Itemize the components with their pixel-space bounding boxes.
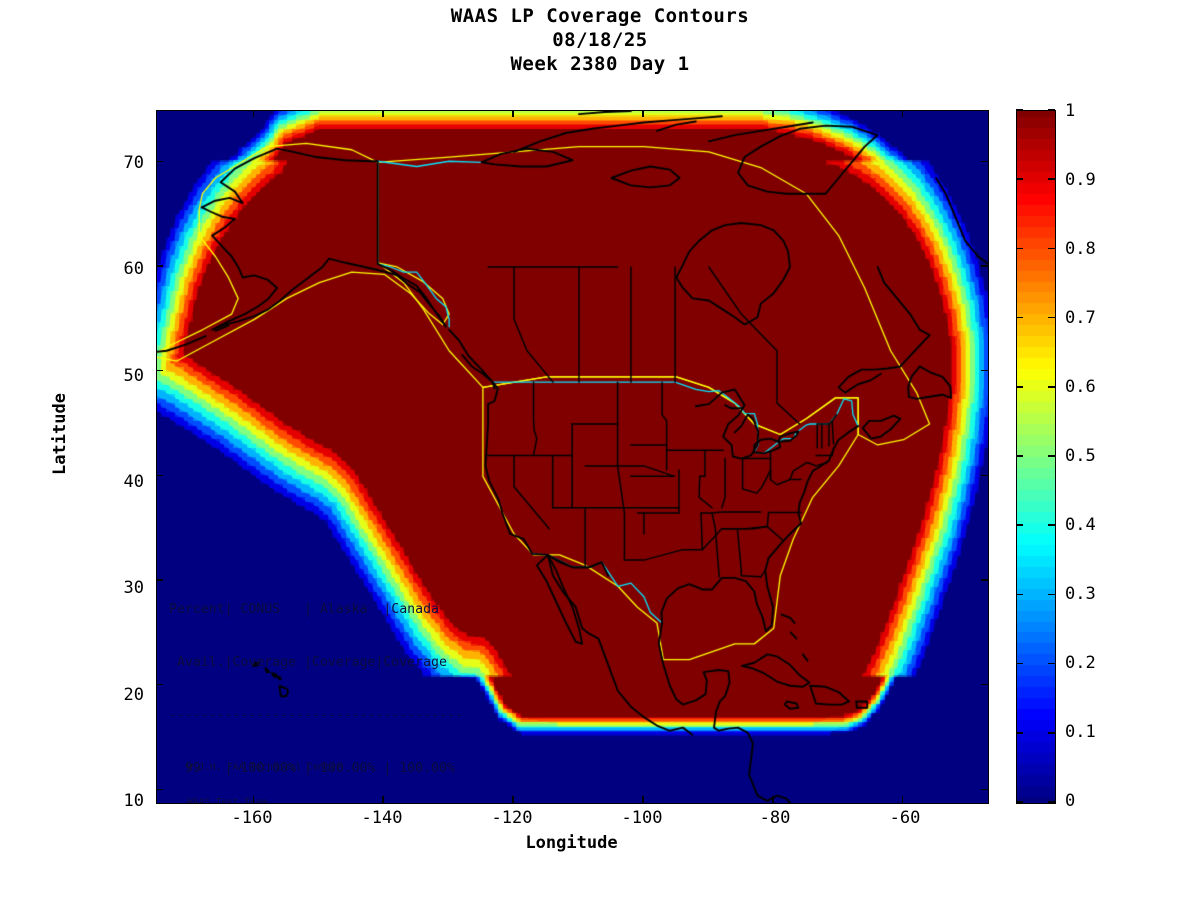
x-tick-mark: [252, 796, 255, 803]
x-tick-mark: [772, 796, 774, 803]
x-tick-mark: [382, 110, 384, 117]
colorbar[interactable]: [1016, 110, 1056, 804]
stats-header-row-2: Avail.|Coverage |Coverage|Coverage: [169, 654, 447, 670]
colorbar-tick-mark: [1048, 455, 1055, 457]
x-tick-mark: [642, 110, 644, 117]
page-title: WAAS LP Coverage Contours 08/18/25 Week …: [0, 4, 1200, 76]
y-axis-tick-labels: 70 60 50 40 30 20 10: [96, 0, 144, 900]
y-tick-mark: [156, 474, 163, 477]
x-tick-mark: [901, 796, 904, 803]
stats-header-row-1: Percent| CONUS | Alaska |Canada: [169, 602, 439, 618]
colorbar-tick-mark: [1048, 524, 1055, 526]
y-tick-label-70: 70: [123, 153, 144, 173]
y-tick-label-50: 50: [123, 366, 144, 386]
y-axis-label: Latitude: [50, 393, 70, 475]
y-tick-mark: [981, 369, 988, 372]
map-geography-overlay: [157, 111, 988, 803]
table-row: 99 | 100.00% | 100.00% | 100.00%: [169, 760, 455, 776]
colorbar-tick-label-0.4: 0.4: [1065, 515, 1096, 535]
colorbar-gradient: [1017, 111, 1055, 803]
colorbar-tick-mark: [1016, 593, 1023, 596]
colorbar-tick-mark: [1016, 316, 1023, 319]
credit-line-2: WAAS Test Team: [187, 796, 268, 804]
y-tick-mark: [156, 788, 163, 791]
colorbar-tick-mark: [1016, 178, 1023, 180]
y-tick-mark: [156, 683, 163, 686]
colorbar-tick-mark: [1048, 386, 1055, 388]
colorbar-tick-mark: [1016, 109, 1023, 111]
coverage-map-axes[interactable]: Percent| CONUS | Alaska |Canada Avail.|C…: [156, 110, 989, 804]
x-tick-mark: [512, 110, 514, 117]
title-line-2: 08/18/25: [552, 29, 648, 51]
y-tick-mark: [981, 683, 988, 686]
y-tick-mark: [981, 579, 988, 581]
colorbar-tick-mark: [1048, 662, 1055, 665]
credit-text: W.J.H. FAA Technical Center WAAS Test Te…: [187, 739, 342, 804]
y-tick-mark: [981, 160, 988, 163]
x-tick-label-neg140: -140: [361, 808, 403, 828]
colorbar-tick-mark: [1016, 662, 1023, 665]
y-tick-mark: [156, 265, 163, 267]
colorbar-tick-label-0.1: 0.1: [1065, 722, 1096, 742]
colorbar-tick-label-0.7: 0.7: [1065, 308, 1096, 328]
colorbar-tick-mark: [1048, 316, 1055, 319]
colorbar-tick-mark: [1048, 247, 1055, 250]
colorbar-tick-label-0.9: 0.9: [1065, 170, 1096, 190]
y-tick-mark: [156, 160, 163, 163]
colorbar-tick-mark: [1048, 801, 1055, 803]
x-tick-mark: [772, 110, 774, 117]
colorbar-tick-label-0.3: 0.3: [1065, 584, 1096, 604]
y-tick-mark: [981, 265, 988, 267]
x-tick-mark: [901, 110, 904, 117]
colorbar-tick-label-0: 0: [1065, 791, 1076, 811]
colorbar-tick-mark: [1016, 247, 1023, 250]
x-tick-mark: [512, 796, 514, 803]
y-tick-label-30: 30: [123, 578, 144, 598]
x-tick-label-neg120: -120: [491, 808, 533, 828]
colorbar-tick-label-0.2: 0.2: [1065, 653, 1096, 673]
colorbar-tick-label-0.6: 0.6: [1065, 377, 1096, 397]
title-line-1: WAAS LP Coverage Contours: [450, 5, 750, 27]
y-tick-mark: [156, 579, 163, 581]
colorbar-tick-label-0.8: 0.8: [1065, 239, 1096, 259]
colorbar-tick-mark: [1016, 455, 1023, 457]
x-tick-mark: [642, 796, 644, 803]
x-axis-label: Longitude: [525, 833, 618, 853]
colorbar-tick-mark: [1048, 593, 1055, 596]
stats-divider-row: -------------------------------------: [169, 707, 463, 723]
x-tick-mark: [382, 796, 384, 803]
y-tick-label-60: 60: [123, 259, 144, 279]
y-tick-label-40: 40: [123, 472, 144, 492]
colorbar-tick-mark: [1048, 178, 1055, 180]
colorbar-tick-mark: [1016, 732, 1023, 734]
colorbar-tick-mark: [1016, 801, 1023, 803]
x-tick-mark: [252, 110, 255, 117]
colorbar-tick-mark: [1048, 109, 1055, 111]
x-tick-label-neg160: -160: [231, 808, 273, 828]
y-tick-mark: [981, 474, 988, 477]
x-tick-label-neg100: -100: [621, 808, 663, 828]
y-tick-label-10: 10: [123, 791, 144, 811]
x-tick-label-neg80: -80: [759, 808, 791, 828]
colorbar-tick-label-0.5: 0.5: [1065, 446, 1096, 466]
y-tick-label-20: 20: [123, 685, 144, 705]
title-line-3: Week 2380 Day 1: [510, 53, 690, 75]
coverage-stats-table: Percent| CONUS | Alaska |Canada Avail.|C…: [169, 566, 463, 803]
y-tick-mark: [981, 788, 988, 791]
colorbar-tick-mark: [1016, 386, 1023, 388]
y-tick-mark: [156, 369, 163, 372]
x-tick-label-neg60: -60: [889, 808, 921, 828]
colorbar-tick-mark: [1016, 524, 1023, 526]
credit-line-1: W.J.H. FAA Technical Center: [187, 762, 342, 773]
colorbar-tick-label-1: 1: [1065, 101, 1076, 121]
colorbar-tick-mark: [1048, 732, 1055, 734]
